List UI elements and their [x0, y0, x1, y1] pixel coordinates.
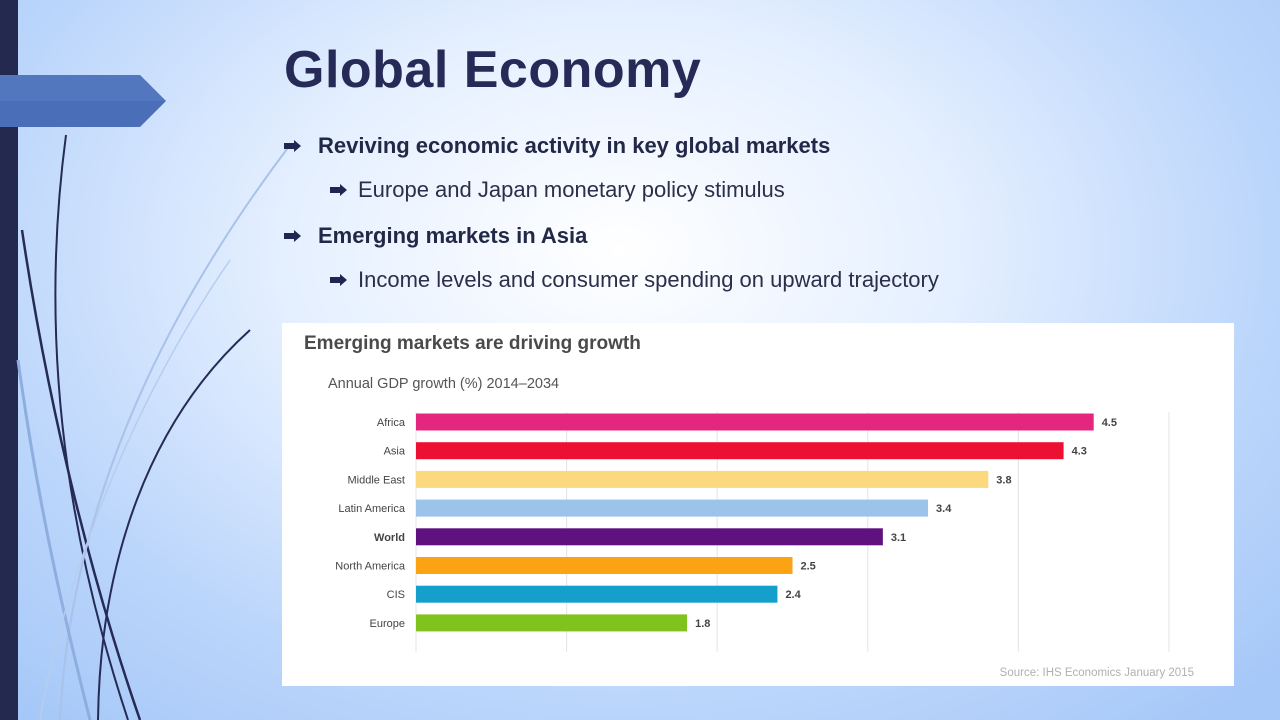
arrow-bullet-icon — [330, 184, 347, 196]
bars: Africa 4.5 Asia 4.3 Middle East 3.8 Latin Amer… — [335, 413, 1117, 632]
bar-chart: Emerging markets are driving growth Annu… — [304, 333, 1194, 679]
value-label: 2.5 — [801, 561, 816, 573]
value-label: 4.5 — [1102, 417, 1117, 429]
sub-bullet-text: Europe and Japan monetary policy stimulu… — [358, 177, 785, 202]
category-label: CIS — [387, 589, 405, 601]
category-label: Europe — [370, 618, 405, 630]
bullet-item: Emerging markets in Asia — [284, 218, 1244, 254]
category-label: North America — [335, 561, 406, 573]
arrow-bullet-icon — [330, 274, 347, 286]
slide-title: Global Economy — [284, 41, 702, 99]
value-label: 3.4 — [936, 503, 952, 515]
bullet-text: Emerging markets in Asia — [318, 223, 588, 248]
category-label: Asia — [384, 446, 406, 458]
bullet-text: Reviving economic activity in key global… — [318, 133, 831, 158]
category-label: World — [374, 532, 405, 544]
bar — [416, 557, 793, 574]
sub-bullet-item: Europe and Japan monetary policy stimulu… — [284, 172, 1244, 208]
title-accent-tab — [0, 75, 166, 127]
category-label: Latin America — [338, 503, 406, 515]
chart-panel: Emerging markets are driving growth Annu… — [282, 323, 1234, 686]
chart-source: Source: IHS Economics January 2015 — [1000, 667, 1194, 679]
left-accent-bar — [0, 0, 18, 720]
chart-title: Emerging markets are driving growth — [304, 333, 641, 354]
bar — [416, 442, 1064, 460]
bar — [416, 528, 883, 546]
arrow-bullet-icon — [284, 140, 301, 152]
bar — [416, 614, 688, 632]
bar — [416, 499, 929, 517]
value-label: 3.1 — [891, 532, 906, 544]
arrow-bullet-icon — [284, 230, 301, 242]
category-label: Africa — [377, 417, 406, 429]
bar — [416, 413, 1094, 431]
chart-subtitle: Annual GDP growth (%) 2014–2034 — [328, 376, 559, 392]
decorative-swoosh-lines — [16, 134, 291, 720]
bullet-item: Reviving economic activity in key global… — [284, 128, 1244, 164]
value-label: 2.4 — [785, 589, 801, 601]
bar — [416, 470, 989, 488]
value-label: 3.8 — [996, 474, 1011, 486]
value-label: 1.8 — [695, 618, 710, 630]
sub-bullet-text: Income levels and consumer spending on u… — [358, 267, 939, 292]
sub-bullet-item: Income levels and consumer spending on u… — [284, 262, 1244, 298]
category-label: Middle East — [348, 474, 405, 486]
value-label: 4.3 — [1072, 446, 1087, 458]
bar — [416, 585, 778, 603]
bullet-list: Reviving economic activity in key global… — [284, 128, 1244, 308]
